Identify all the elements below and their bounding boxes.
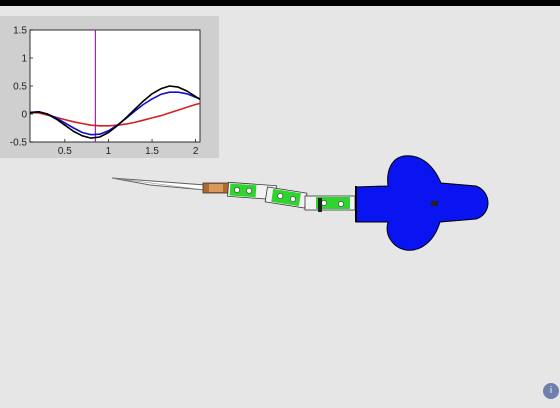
- line-chart: 0.5 1 1.5 2 -0.5 0 0.5 1 1.5: [10, 26, 201, 157]
- y-tick-label: 0.5: [13, 82, 27, 93]
- body-segment-2: [264, 186, 308, 209]
- y-tick-label: 1.5: [13, 26, 27, 37]
- y-tick-label: 0: [21, 110, 27, 121]
- body-segment-3: [304, 195, 356, 212]
- tail-fin-edge: [111, 177, 206, 191]
- y-tick-label: -0.5: [10, 138, 28, 149]
- y-tick-label: 1: [21, 54, 27, 65]
- top-black-bar: [0, 0, 560, 6]
- x-tick-label: 0.5: [58, 146, 72, 157]
- info-icon[interactable]: i: [543, 383, 559, 399]
- plot-window: 0.5 1 1.5 2 -0.5 0 0.5 1 1.5: [0, 16, 219, 158]
- x-tick-label: 1.5: [145, 146, 159, 157]
- x-tick-label: 1: [106, 146, 112, 157]
- tail-connector: [202, 182, 230, 194]
- body-marker: [431, 201, 438, 206]
- robot-fish-body: [355, 155, 489, 251]
- series-line-3: [29, 85, 201, 139]
- x-tick-label: 2: [193, 146, 199, 157]
